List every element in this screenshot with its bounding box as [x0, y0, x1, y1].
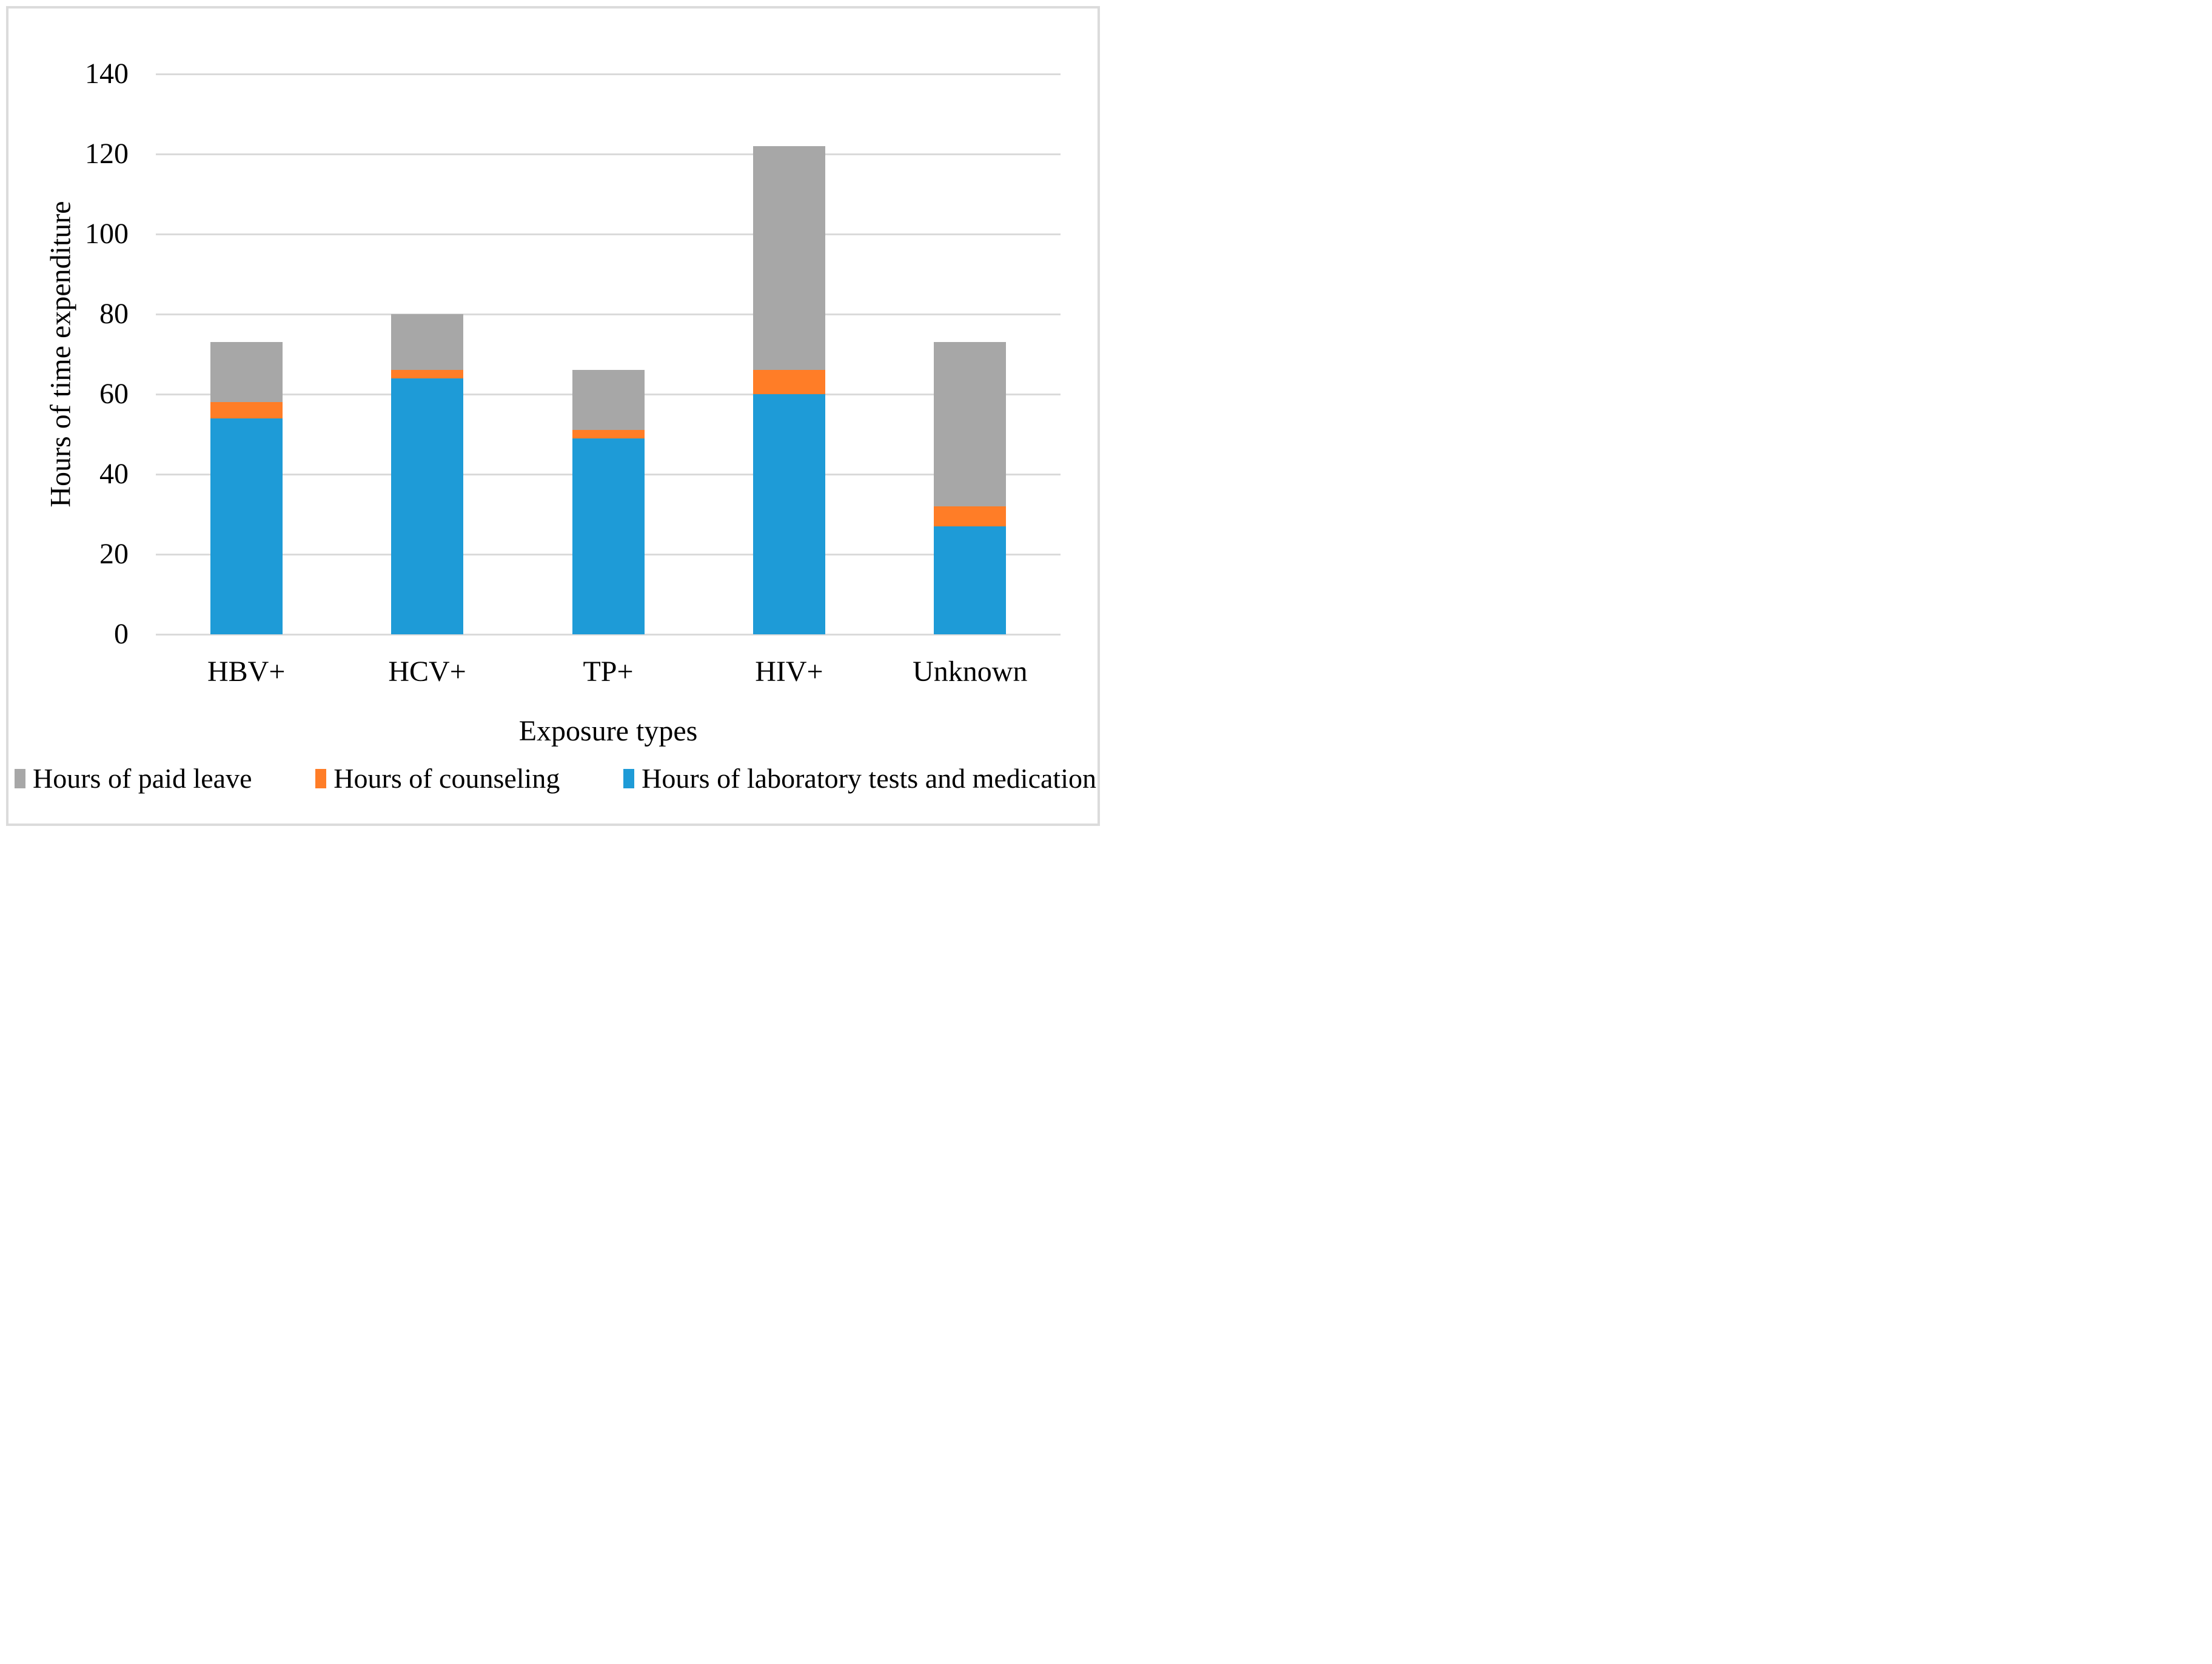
- legend-label-hours-of-counseling: Hours of counseling: [333, 763, 560, 794]
- bar-segment-hcv-hours-of-paid-leave: [391, 314, 464, 371]
- legend-marker-icon-hours-of-laboratory-tests-and-medication: [623, 769, 635, 788]
- bar-segment-hcv-hours-of-counseling: [391, 370, 464, 378]
- bar-segment-hbv-hours-of-paid-leave: [210, 342, 283, 403]
- legend-marker-icon-hours-of-counseling: [315, 769, 327, 788]
- bar-segment-hiv-hours-of-counseling: [752, 370, 825, 394]
- y-tick-label-120: 120: [85, 138, 129, 170]
- bar-segment-hbv-hours-of-counseling: [210, 402, 283, 418]
- bar-segment-hiv-hours-of-laboratory-tests-and-medication: [752, 394, 825, 634]
- gridline-80: [156, 313, 1061, 315]
- gridline-120: [156, 153, 1061, 155]
- x-tick-label-hiv: HIV+: [755, 656, 823, 688]
- legend-item-hours-of-paid-leave: Hours of paid leave: [15, 763, 252, 794]
- legend-item-hours-of-counseling: Hours of counseling: [315, 763, 560, 794]
- y-tick-label-80: 80: [99, 298, 129, 330]
- bar-segment-hbv-hours-of-laboratory-tests-and-medication: [210, 418, 283, 634]
- bar-segment-unknown-hours-of-paid-leave: [934, 342, 1007, 506]
- bar-segment-tp-hours-of-paid-leave: [572, 370, 645, 431]
- y-tick-label-20: 20: [99, 538, 129, 570]
- legend-marker-icon-hours-of-paid-leave: [15, 769, 25, 788]
- y-tick-label-140: 140: [85, 58, 129, 90]
- gridline-100: [156, 233, 1061, 235]
- x-tick-label-unknown: Unknown: [913, 656, 1028, 688]
- legend-item-hours-of-laboratory-tests-and-medication: Hours of laboratory tests and medication: [623, 763, 1096, 794]
- legend-label-hours-of-laboratory-tests-and-medication: Hours of laboratory tests and medication: [642, 763, 1096, 794]
- legend-label-hours-of-paid-leave: Hours of paid leave: [33, 763, 252, 794]
- y-tick-label-40: 40: [99, 458, 129, 490]
- figure: Hours of time expenditure 0 20 40 60 80 100 12…: [0, 0, 1106, 832]
- y-tick-label-100: 100: [85, 218, 129, 250]
- y-tick-label-60: 60: [99, 378, 129, 410]
- bar-segment-hcv-hours-of-laboratory-tests-and-medication: [391, 378, 464, 634]
- x-tick-label-hbv: HBV+: [207, 656, 286, 688]
- plot-area: [156, 73, 1061, 636]
- x-tick-label-hcv: HCV+: [388, 656, 466, 688]
- bar-segment-hiv-hours-of-paid-leave: [752, 146, 825, 371]
- x-tick-label-tp: TP+: [583, 656, 634, 688]
- bar-segment-unknown-hours-of-counseling: [934, 506, 1007, 526]
- legend: Hours of paid leave Hours of counseling Ho…: [15, 763, 1096, 794]
- x-axis-line: [156, 633, 1061, 636]
- bar-segment-unknown-hours-of-laboratory-tests-and-medication: [934, 526, 1007, 634]
- bar-segment-tp-hours-of-laboratory-tests-and-medication: [572, 438, 645, 634]
- x-axis-title: Exposure types: [518, 715, 698, 747]
- y-tick-label-0: 0: [114, 618, 129, 650]
- bar-segment-tp-hours-of-counseling: [572, 430, 645, 438]
- gridline-140: [156, 73, 1061, 75]
